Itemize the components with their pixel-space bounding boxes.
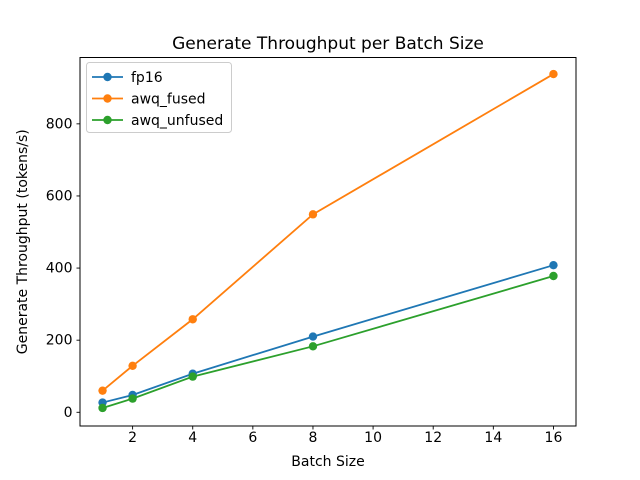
- x-tick-label: 16: [545, 430, 563, 446]
- x-tick-label: 2: [128, 430, 137, 446]
- y-tick-label: 600: [46, 188, 73, 204]
- x-tick-label: 6: [248, 430, 257, 446]
- data-point-fp16: [549, 260, 558, 270]
- data-point-awq_unfused: [128, 394, 137, 403]
- y-axis-label: Generate Throughput (tokens/s): [15, 129, 31, 354]
- legend-label-awq_fused: awq_fused: [131, 92, 206, 108]
- x-axis-label: Batch Size: [291, 454, 364, 470]
- legend-marker: [103, 94, 112, 103]
- legend-marker: [103, 115, 112, 125]
- y-tick-label: 0: [64, 405, 73, 421]
- chart-title: Generate Throughput per Batch Size: [172, 34, 484, 54]
- x-tick-label: 12: [424, 430, 442, 446]
- data-point-awq_unfused: [549, 271, 558, 281]
- data-point-awq_unfused: [188, 372, 197, 381]
- legend-marker: [103, 72, 112, 82]
- data-point-awq_fused: [188, 315, 197, 324]
- y-tick-label: 400: [46, 261, 73, 277]
- y-tick-label: 200: [46, 333, 73, 349]
- data-point-awq_fused: [98, 386, 107, 395]
- x-tick-label: 10: [364, 430, 382, 446]
- data-point-awq_unfused: [98, 403, 107, 413]
- x-tick-label: 14: [484, 430, 502, 446]
- data-point-awq_fused: [128, 361, 137, 370]
- legend-frame: [86, 62, 232, 133]
- legend-label-fp16: fp16: [131, 70, 163, 86]
- data-point-awq_unfused: [308, 342, 318, 351]
- data-point-fp16: [308, 332, 318, 341]
- data-point-awq_fused: [549, 69, 558, 79]
- y-tick-label: 800: [46, 116, 73, 132]
- data-point-awq_fused: [308, 210, 318, 219]
- axes-spines: [79, 57, 577, 427]
- x-tick-label: 4: [188, 430, 197, 446]
- legend-label-awq_unfused: awq_unfused: [131, 113, 223, 129]
- x-tick-label: 8: [309, 430, 318, 446]
